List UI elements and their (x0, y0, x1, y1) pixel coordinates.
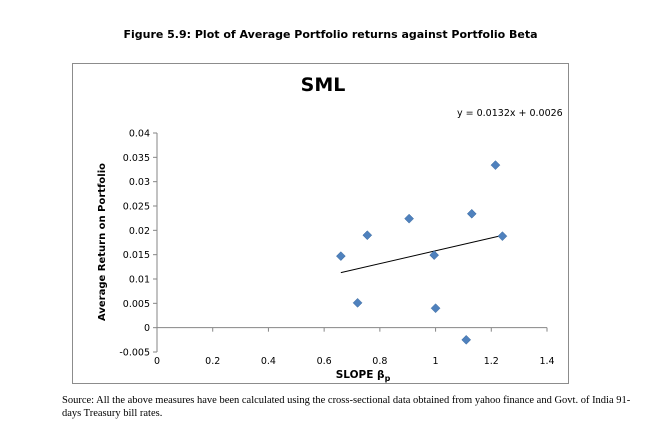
y-tick-label: -0.005 (119, 348, 150, 359)
x-tick-label: 0.8 (372, 356, 387, 367)
x-tick-label: 1 (433, 356, 439, 367)
x-tick-label: 1.4 (539, 356, 554, 367)
data-points (336, 160, 508, 345)
data-point (490, 160, 501, 170)
y-tick-label: 0 (144, 323, 150, 334)
x-tick-label: 0.2 (205, 356, 220, 367)
trendline-equation: y = 0.0132x + 0.0026 (457, 108, 563, 119)
x-tick-label: 0 (154, 356, 160, 367)
y-tick-label: 0.005 (123, 299, 150, 310)
y-tick-label: 0.04 (129, 129, 150, 140)
x-axis-label: SLOPE βp (336, 369, 391, 383)
data-point (461, 334, 472, 345)
source-note: Source: All the above measures have been… (62, 395, 631, 419)
y-tick-label: 0.025 (123, 202, 150, 213)
x-axis-label-subscript: p (385, 374, 391, 383)
y-tick-label: 0.035 (123, 153, 150, 164)
data-point (466, 208, 477, 219)
data-point (336, 251, 346, 261)
x-tick-label: 0.4 (261, 356, 276, 367)
data-point (404, 213, 414, 224)
data-point (352, 297, 363, 308)
chart-area: SML y = 0.0132x + 0.0026 -0.005 0 0.005 0.0… (72, 63, 569, 384)
data-point (362, 230, 373, 241)
x-tick-label: 0.6 (317, 356, 332, 367)
trendline (340, 234, 503, 274)
data-point (429, 250, 440, 261)
figure-caption: Figure 5.9: Plot of Average Portfolio re… (123, 28, 538, 41)
data-point (497, 231, 508, 242)
y-tick-label: 0.01 (129, 275, 150, 286)
y-axis-ticks: -0.005 0 0.005 0.01 0.015 0.02 0.025 0.03 0.035 0… (119, 129, 157, 359)
y-axis-label: Average Return on Portfolio (97, 163, 108, 321)
y-tick-label: 0.015 (123, 250, 150, 261)
x-axis-label-main: SLOPE β (336, 369, 385, 381)
y-tick-label: 0.03 (129, 177, 150, 188)
chart-title: SML (301, 74, 346, 96)
x-tick-label: 1.2 (484, 356, 499, 367)
x-axis-ticks: 0 0.2 0.4 0.6 0.8 1 1.2 1.4 (154, 327, 555, 367)
y-tick-label: 0.02 (129, 226, 150, 237)
data-point (430, 303, 441, 314)
scatter-plot: SML y = 0.0132x + 0.0026 -0.005 0 0.005 0.0… (97, 74, 563, 383)
